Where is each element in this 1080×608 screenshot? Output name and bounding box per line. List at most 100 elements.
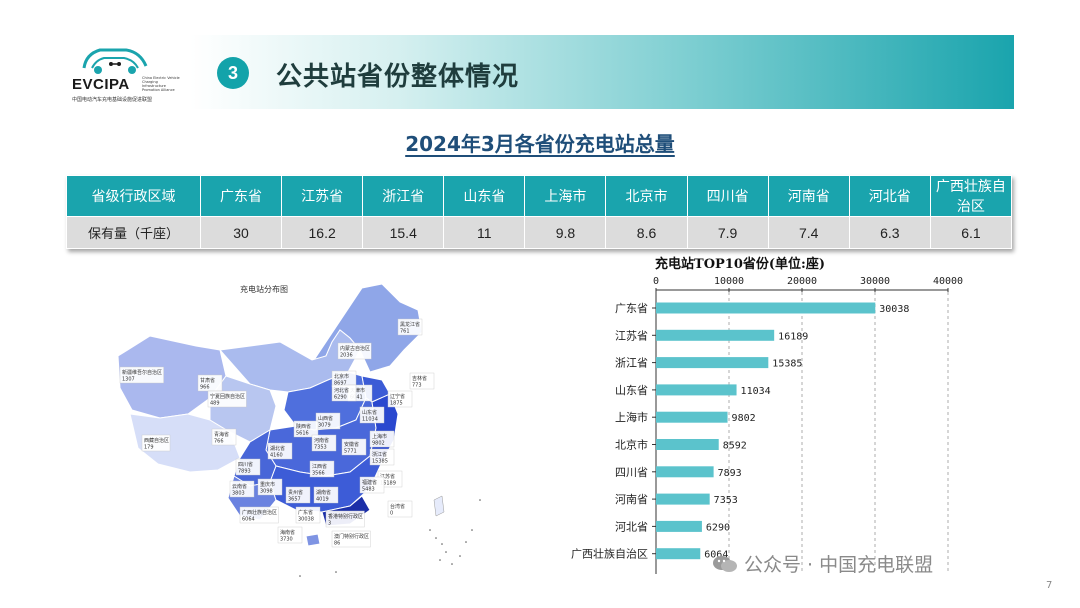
map-label-value: 9802 [372,441,385,447]
map-label-value: 966 [200,385,210,391]
category-label: 广东省 [615,302,648,315]
map-label-name: 青海省 [214,431,229,438]
category-label: 河南省 [615,493,648,506]
table-cell: 6.3 [848,216,931,249]
map-labels: 黑龙江省761吉林省773辽宁省1875内蒙古自治区2036北京市8697天津市… [119,318,435,548]
section-title: 公共站省份整体情况 [276,62,520,92]
top10-bar-chart-panel: 充电站TOP10省份(单位:座) 0 10000 20000 30000 40000 广东省… [560,252,980,582]
map-label-value: 5771 [344,449,357,455]
region-taiwan [433,495,445,517]
map-label-name: 香港特别行政区 [328,513,363,520]
evcipa-logo: EVCIPA China Electric Vehicle Charging I… [70,42,180,106]
table-cell: 11 [443,216,526,249]
map-label-value: 6064 [242,517,255,523]
section-number-badge: 3 [217,57,249,89]
map-label-value: 3079 [318,423,331,429]
map-label-name: 云南省 [232,483,247,490]
table-header-cell: 上海市 [524,175,607,217]
map-label-value: 3098 [260,489,273,495]
map-label-value: 3 [328,521,331,527]
table-cell: 9.8 [524,216,607,249]
map-label-name: 广西壮族自治区 [242,509,277,516]
map-label-name: 广东省 [298,509,313,516]
top10-bar-chart: 充电站TOP10省份(单位:座) 0 10000 20000 30000 40000 广东省… [571,256,963,574]
data-label: 6064 [704,550,728,561]
map-label-name: 浙江省 [372,451,387,458]
table-cell: 6.1 [929,216,1013,249]
data-label: 7353 [714,495,738,506]
region-hainan [305,533,321,547]
table-cell: 7.4 [767,216,850,249]
data-label: 11034 [741,386,771,397]
table-cell: 16.2 [281,216,364,249]
map-label-value: 1875 [390,401,403,407]
map-label-name: 海南省 [280,529,295,536]
map-label-name: 西藏自治区 [144,437,169,444]
map-label-value: 11034 [362,417,378,423]
map-label-value: 7893 [238,469,251,475]
bar [656,357,769,369]
table-header-cell: 浙江省 [362,175,445,217]
map-label-name: 河南省 [314,437,329,444]
logo-brand-cn: 中国电动汽车充电基础设施促进联盟 [72,97,153,103]
map-label-name: 宁夏回族自治区 [210,393,245,400]
table-header-cell: 广西壮族自治区 [929,175,1013,217]
bar [656,302,876,314]
china-map-panel: 黑龙江省 761 吉林省 773 辽宁省 1875 内蒙古自治区 2036 北京市 8697 天津市… [100,280,500,580]
bar [656,384,737,396]
map-label-value: 3566 [312,471,325,477]
table-header-cell: 北京市 [605,175,688,217]
logo-brand-en: China Electric Vehicle Charging Infrastr… [142,76,180,92]
map-label-value: 3803 [232,491,245,497]
data-label: 9802 [732,413,756,424]
map-label-name: 北京市 [334,373,349,380]
category-label: 广西壮族自治区 [571,547,648,561]
map-title: 充电站分布图 [240,285,288,294]
map-label-name: 江苏省 [380,473,395,480]
table-header-cell: 四川省 [686,175,769,217]
map-label-value: 6041 [350,395,363,401]
map-label-name: 重庆市 [260,481,275,488]
map-label-name: 吉林省 [412,375,427,382]
category-label: 上海市 [615,410,648,424]
table-row: 保有量（千座） 30 16.2 15.4 11 9.8 8.6 7.9 7.4 … [66,216,1013,249]
bar [656,493,710,505]
table-header-row: 省级行政区域 广东省 江苏省 浙江省 山东省 上海市 北京市 四川省 河南省 河… [66,175,1013,217]
page-title: 2024年3月各省份充电站总量 [405,132,675,156]
bar [656,520,702,532]
category-label: 浙江省 [615,357,648,370]
watermark-text: 公众号 · 中国充电联盟 [744,554,934,576]
table-cell: 7.9 [686,216,769,249]
table-header-cell: 河南省 [767,175,850,217]
data-label: 7893 [718,468,742,479]
map-label-name: 陕西省 [296,423,311,430]
map-label-value: 1307 [122,377,135,383]
category-label: 四川省 [615,466,648,479]
map-label-name: 湖北省 [270,445,285,452]
bar [656,548,701,560]
data-label: 8592 [723,441,747,452]
bar [656,439,719,450]
category-label: 北京市 [615,438,648,452]
map-label-value: 766 [214,439,224,445]
map-label-value: 0 [390,511,393,517]
map-label-name: 澳门特别行政区 [334,533,369,540]
x-tick-label: 40000 [933,276,963,287]
map-label-value: 761 [400,329,410,335]
